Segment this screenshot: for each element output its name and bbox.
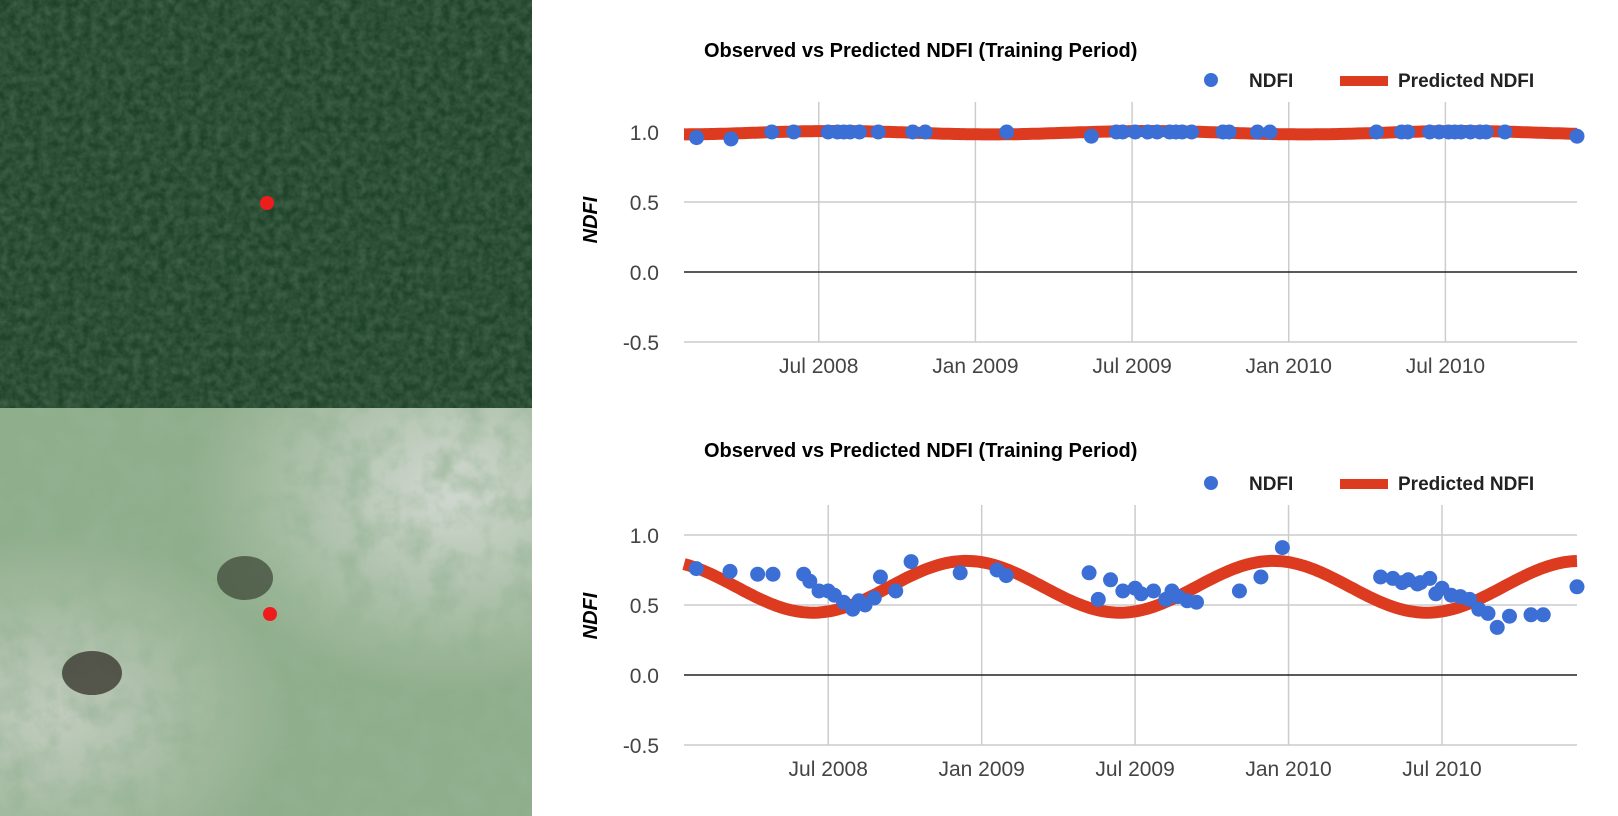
x-tick-label: Jul 2009 — [1095, 758, 1174, 781]
location-marker-icon — [263, 607, 277, 621]
ndfi-point — [905, 124, 921, 140]
satellite-image-icon — [0, 408, 532, 816]
y-axis-label: NDFI — [580, 196, 602, 243]
ndfi-point — [802, 573, 818, 589]
y-tick-label: 0.5 — [630, 595, 659, 618]
x-tick-label: Jan 2010 — [1245, 758, 1331, 781]
ndfi-point — [1523, 607, 1539, 623]
ndfi-point — [722, 563, 738, 579]
ndfi-point — [764, 124, 780, 140]
ndfi-point — [1115, 583, 1131, 599]
chart-title: Observed vs Predicted NDFI (Training Per… — [704, 440, 1137, 462]
legend-predicted-label: Predicted NDFI — [1398, 474, 1534, 495]
ndfi-point — [786, 124, 802, 140]
satellite-image-icon — [0, 0, 532, 408]
x-tick-label: Jan 2009 — [938, 758, 1024, 781]
x-tick-label: Jul 2010 — [1406, 355, 1485, 378]
ndfi-point — [689, 130, 705, 146]
ndfi-point — [1253, 569, 1269, 585]
ndfi-point — [1569, 579, 1585, 595]
ndfi-point — [999, 124, 1015, 140]
ndfi-point — [903, 554, 919, 570]
ndfi-point — [872, 569, 888, 585]
predicted-ndfi-line — [681, 554, 1580, 619]
ndfi-point — [1127, 124, 1143, 140]
ndfi-point — [1115, 124, 1131, 140]
x-tick-label: Jan 2009 — [932, 355, 1018, 378]
ndfi-point — [1221, 124, 1237, 140]
y-tick-label: -0.5 — [623, 332, 659, 355]
ndfi-point — [1188, 594, 1204, 610]
ndfi-point — [688, 561, 704, 577]
degraded-forest-satellite — [0, 408, 532, 816]
legend: NDFI Predicted NDFI — [1204, 474, 1534, 495]
plot-area: Jul 2008 Jan 2009 Jul 2009 Jan 2010 Jul 2010… — [623, 505, 1585, 781]
y-tick-label: 0.5 — [630, 192, 659, 215]
ndfi-point — [1501, 608, 1517, 624]
legend-predicted-icon — [1340, 479, 1388, 489]
ndfi-point — [1535, 607, 1551, 623]
ndfi-point — [1422, 570, 1438, 586]
ndfi-point — [1489, 619, 1505, 635]
chart-title: Observed vs Predicted NDFI (Training Per… — [704, 40, 1137, 62]
ndfi-point — [1480, 605, 1496, 621]
ndfi-chart-bottom: Observed vs Predicted NDFI (Training Per… — [580, 440, 1585, 781]
ndfi-point — [952, 565, 968, 581]
legend-predicted-label: Predicted NDFI — [1398, 71, 1534, 92]
ndfi-point — [1103, 572, 1119, 588]
ndfi-point — [866, 590, 882, 606]
x-tick-label: Jul 2008 — [779, 355, 858, 378]
ndfi-point — [750, 566, 766, 582]
x-tick-label: Jan 2010 — [1246, 355, 1332, 378]
ndfi-point — [1149, 124, 1165, 140]
ndfi-point — [1373, 569, 1389, 585]
ndfi-point — [851, 124, 867, 140]
ndfi-point — [870, 124, 886, 140]
plot-area: Jul 2008 Jan 2009 Jul 2009 Jan 2010 Jul 2010… — [623, 102, 1585, 378]
legend-observed-label: NDFI — [1249, 71, 1293, 92]
ndfi-point — [1146, 583, 1162, 599]
location-marker-icon — [260, 196, 274, 210]
y-tick-label: 0.0 — [630, 665, 659, 688]
ndfi-point — [1184, 124, 1200, 140]
ndfi-point — [1400, 124, 1416, 140]
ndfi-point — [1262, 124, 1278, 140]
y-tick-label: -0.5 — [623, 735, 659, 758]
ndfi-point — [1249, 124, 1265, 140]
ndfi-point — [1090, 591, 1106, 607]
ndfi-point — [1274, 540, 1290, 556]
ndfi-point — [1231, 583, 1247, 599]
ndfi-point — [1083, 128, 1099, 144]
legend: NDFI Predicted NDFI — [1204, 71, 1534, 92]
y-axis-label: NDFI — [580, 592, 602, 639]
ndfi-point — [1133, 586, 1149, 602]
ndfi-chart-top: Observed vs Predicted NDFI (Training Per… — [580, 40, 1585, 378]
legend-observed-icon — [1204, 476, 1218, 490]
ndfi-point — [1368, 124, 1384, 140]
ndfi-point — [998, 568, 1014, 584]
legend-observed-label: NDFI — [1249, 474, 1293, 495]
ndfi-point — [1478, 124, 1494, 140]
ndfi-point — [1497, 124, 1513, 140]
y-tick-label: 0.0 — [630, 262, 659, 285]
x-tick-label: Jul 2010 — [1402, 758, 1481, 781]
ndfi-point — [1569, 128, 1585, 144]
x-tick-label: Jul 2008 — [789, 758, 868, 781]
y-tick-label: 1.0 — [630, 122, 659, 145]
ndfi-point — [1081, 565, 1097, 581]
legend-predicted-icon — [1340, 76, 1388, 86]
ndfi-point — [888, 583, 904, 599]
x-tick-label: Jul 2009 — [1092, 355, 1171, 378]
legend-observed-icon — [1204, 73, 1218, 87]
ndfi-point — [723, 131, 739, 147]
y-tick-label: 1.0 — [630, 525, 659, 548]
dense-forest-satellite — [0, 0, 532, 408]
ndfi-point — [917, 124, 933, 140]
ndfi-point — [765, 566, 781, 582]
ndfi-point — [1462, 591, 1478, 607]
